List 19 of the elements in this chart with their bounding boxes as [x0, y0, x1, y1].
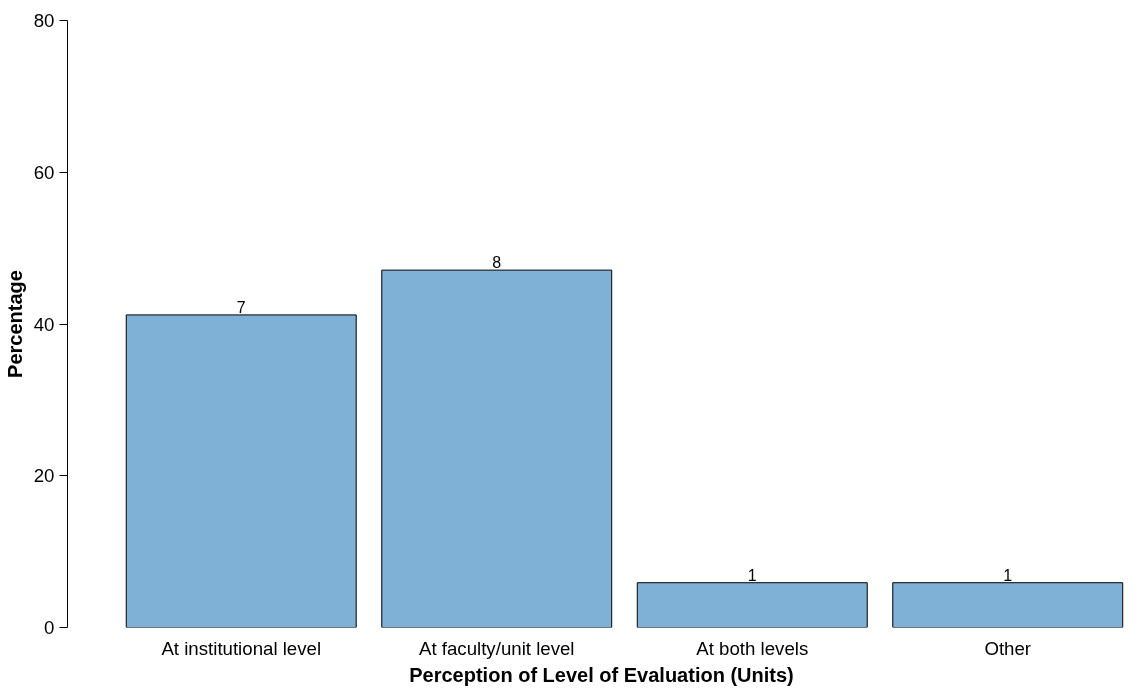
x-tick-label: At both levels — [696, 637, 809, 659]
y-tick-label: 60 — [33, 161, 55, 183]
bar — [892, 582, 1124, 628]
y-tick-label: 40 — [33, 313, 55, 335]
x-tick-label: Other — [984, 637, 1032, 659]
y-tick-label: 0 — [44, 617, 55, 638]
y-tick-label: 80 — [33, 10, 55, 31]
bar — [381, 269, 613, 628]
bar — [636, 582, 868, 628]
x-tick-label: At faculty/unit level — [418, 637, 575, 659]
y-axis-title: Percentage — [3, 270, 26, 378]
x-tick-label: At institutional level — [161, 637, 322, 659]
bar — [125, 314, 357, 628]
annotation: 1 — [1003, 566, 1013, 584]
x-axis-title: Perception of Level of Evaluation (Units) — [409, 663, 794, 686]
y-tick-label: 20 — [33, 465, 55, 487]
annotation: 7 — [236, 298, 246, 316]
annotation: 8 — [492, 254, 502, 272]
annotation: 1 — [747, 566, 757, 584]
